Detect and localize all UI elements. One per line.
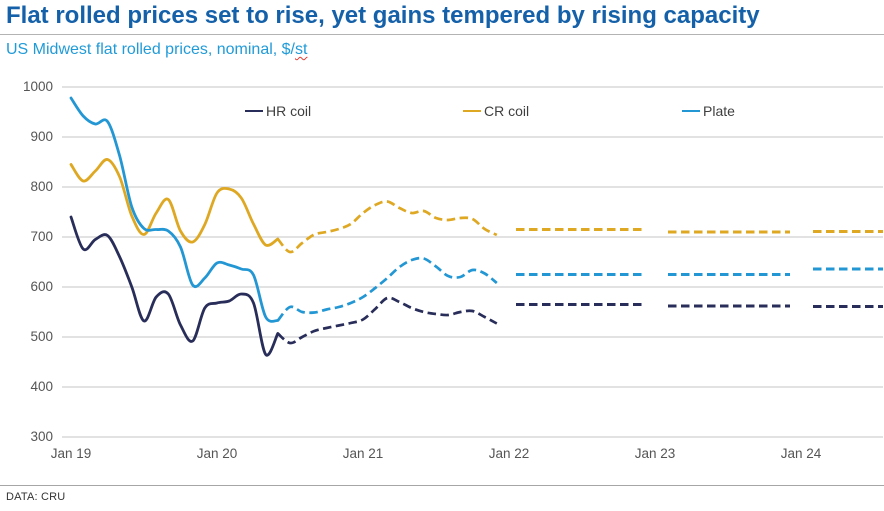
legend-item-hr-coil: HR coil xyxy=(245,103,311,119)
y-axis-label-700: 700 xyxy=(30,229,53,244)
series-plate-history-line xyxy=(69,96,280,323)
y-axis-label-900: 900 xyxy=(30,129,53,144)
x-axis-label-jan-20: Jan 20 xyxy=(196,446,238,461)
legend-item-plate: Plate xyxy=(682,103,735,119)
y-axis-label-500: 500 xyxy=(30,329,53,344)
series-hr-coil-history-line xyxy=(69,215,280,357)
x-axis-label-jan-19: Jan 19 xyxy=(50,446,92,461)
legend-swatch-plate xyxy=(682,109,700,113)
y-axis-label-300: 300 xyxy=(30,429,53,444)
y-axis-label-600: 600 xyxy=(30,279,53,294)
legend-label: HR coil xyxy=(266,103,312,119)
x-axis-label-jan-22: Jan 22 xyxy=(488,446,530,461)
y-axis-label-800: 800 xyxy=(30,179,53,194)
legend-swatch-hr-coil xyxy=(245,109,263,113)
chart-subtitle: US Midwest flat rolled prices, nominal, … xyxy=(6,41,307,59)
series-hr-coil-forecast-line xyxy=(276,296,498,345)
chart-subtitle-spellcheck-word: st xyxy=(295,41,308,58)
legend-label: CR coil xyxy=(484,103,530,119)
series-cr-coil-forecast-line xyxy=(276,200,498,254)
series-cr-coil-history-line xyxy=(69,158,280,247)
legend-swatch-cr-coil xyxy=(463,109,481,113)
header-divider xyxy=(0,34,884,35)
y-axis-label-400: 400 xyxy=(30,379,53,394)
footer-divider xyxy=(0,485,884,486)
x-axis-label-jan-24: Jan 24 xyxy=(780,446,822,461)
page-title: Flat rolled prices set to rise, yet gain… xyxy=(6,2,760,29)
x-axis-label-jan-21: Jan 21 xyxy=(342,446,384,461)
chart-subtitle-text: US Midwest flat rolled prices, nominal, … xyxy=(6,41,295,58)
y-axis-label-1000: 1000 xyxy=(22,79,53,94)
data-source: DATA: CRU xyxy=(6,491,66,503)
x-axis-label-jan-23: Jan 23 xyxy=(634,446,676,461)
legend-label: Plate xyxy=(703,103,735,119)
series-plate-forecast-line xyxy=(276,256,498,322)
legend-item-cr-coil: CR coil xyxy=(463,103,529,119)
